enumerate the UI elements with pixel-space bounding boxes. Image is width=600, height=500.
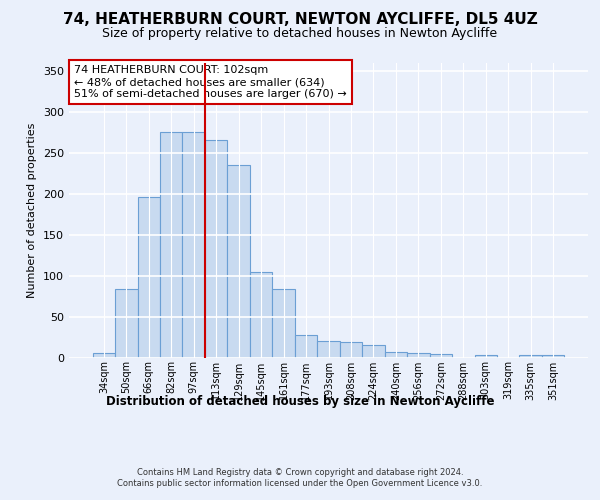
Bar — [317, 341, 340, 357]
Bar — [340, 342, 362, 357]
Bar — [542, 355, 565, 358]
Bar — [250, 272, 272, 358]
Bar — [362, 345, 385, 358]
Text: Contains HM Land Registry data © Crown copyright and database right 2024.
Contai: Contains HM Land Registry data © Crown c… — [118, 468, 482, 487]
Bar — [115, 288, 137, 358]
Text: 74 HEATHERBURN COURT: 102sqm
← 48% of detached houses are smaller (634)
51% of s: 74 HEATHERBURN COURT: 102sqm ← 48% of de… — [74, 66, 347, 98]
Bar — [160, 132, 182, 358]
Text: 74, HEATHERBURN COURT, NEWTON AYCLIFFE, DL5 4UZ: 74, HEATHERBURN COURT, NEWTON AYCLIFFE, … — [62, 12, 538, 28]
Bar — [295, 336, 317, 357]
Bar — [205, 140, 227, 358]
Y-axis label: Number of detached properties: Number of detached properties — [28, 122, 37, 298]
Bar — [430, 354, 452, 358]
Bar — [137, 197, 160, 358]
Bar — [475, 355, 497, 358]
Bar — [182, 132, 205, 358]
Bar — [272, 288, 295, 358]
Text: Size of property relative to detached houses in Newton Aycliffe: Size of property relative to detached ho… — [103, 28, 497, 40]
Bar — [92, 352, 115, 358]
Bar — [227, 165, 250, 358]
Bar — [385, 352, 407, 358]
Bar — [407, 354, 430, 358]
Text: Distribution of detached houses by size in Newton Aycliffe: Distribution of detached houses by size … — [106, 395, 494, 408]
Bar — [520, 355, 542, 358]
